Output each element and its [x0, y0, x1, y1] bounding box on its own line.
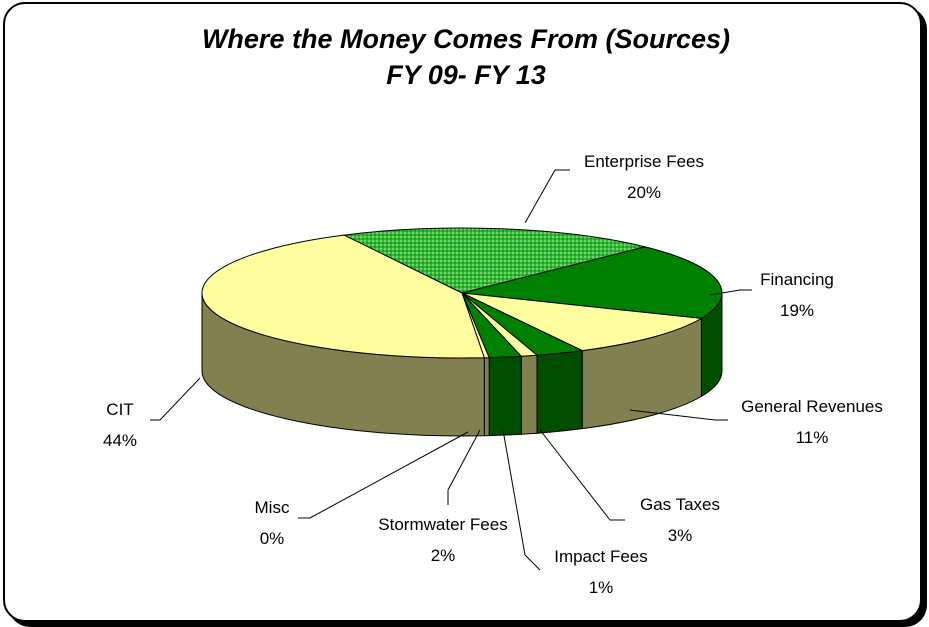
chart-title: Where the Money Comes From (Sources) [202, 24, 730, 54]
label-impact-fees-pct: 1% [589, 578, 614, 597]
slice-side-stormwater-fees [488, 355, 522, 437]
slice-enterprise-fees [342, 227, 646, 294]
leader-cit [150, 377, 201, 421]
slice-side-misc [483, 357, 490, 437]
label-cit-pct: 44% [103, 431, 137, 450]
label-enterprise-fees-name: Enterprise Fees [584, 152, 704, 171]
label-cit-name: CIT [106, 400, 133, 419]
chart-subtitle: FY 09- FY 13 [386, 60, 546, 90]
label-enterprise-fees-pct: 20% [627, 183, 661, 202]
pie-tops [201, 227, 723, 359]
slice-financing [461, 246, 723, 319]
label-financing-name: Financing [760, 270, 834, 289]
label-financing-pct: 19% [780, 301, 814, 320]
leader-impact-fees [502, 429, 541, 571]
pie-sides [201, 292, 723, 437]
label-gas-taxes-name: Gas Taxes [640, 495, 720, 514]
leader-general-revenues [629, 409, 728, 421]
label-stormwater-fees-pct: 2% [431, 546, 456, 565]
label-general-revenues-pct: 11% [796, 428, 829, 447]
slice-side-impact-fees [520, 354, 538, 435]
label-misc-pct: 0% [260, 529, 285, 548]
label-gas-taxes-pct: 3% [668, 526, 693, 545]
slice-general-revenues [461, 292, 703, 352]
slice-cit [201, 234, 486, 359]
leader-enterprise-fees [524, 169, 570, 224]
label-impact-fees-name: Impact Fees [554, 547, 648, 566]
label-stormwater-fees-name: Stormwater Fees [378, 515, 507, 534]
slice-side-gas-taxes [536, 350, 583, 434]
leader-lines [150, 169, 752, 571]
label-misc-name: Misc [255, 498, 290, 517]
leader-gas-taxes [539, 429, 625, 521]
leader-misc [298, 431, 469, 519]
leader-stormwater-fees [447, 429, 481, 505]
label-general-revenues-name: General Revenues [741, 397, 883, 416]
leader-financing [709, 289, 752, 296]
slice-labels: Enterprise Fees 20% Financing 19% Genera… [103, 152, 883, 597]
